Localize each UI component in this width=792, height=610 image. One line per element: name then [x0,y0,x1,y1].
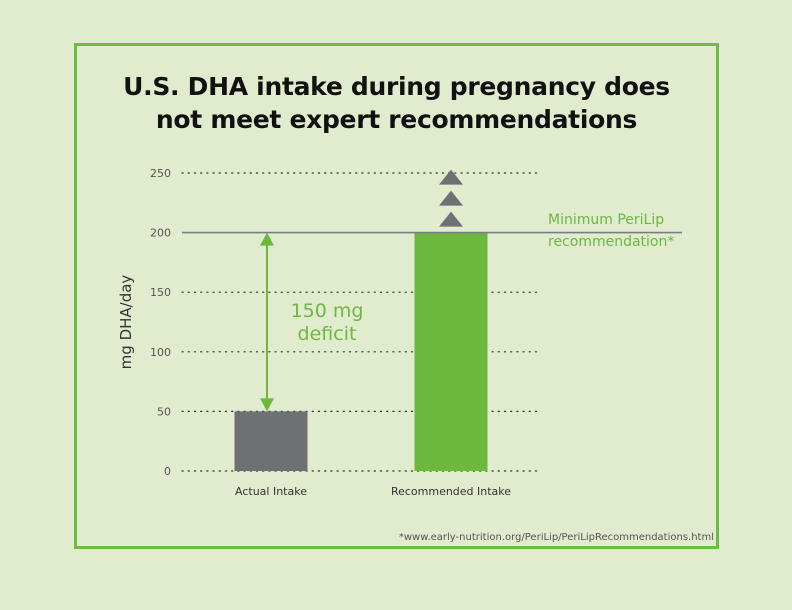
chart-frame [74,43,719,549]
y-tick-label: 100 [150,346,171,359]
reference-line-label: recommendation* [548,234,674,250]
arrow-down-head-icon [260,398,274,412]
y-tick-label: 50 [157,405,171,418]
reference-line-label: Minimum PeriLip [548,212,664,228]
y-tick-label: 0 [164,465,171,478]
x-tick-label: Recommended Intake [391,485,511,498]
y-tick-label: 150 [150,286,171,299]
bar-actual-intake [234,411,308,471]
up-arrow-icon [439,211,463,227]
deficit-annotation: 150 mg [291,300,364,322]
y-axis-label: mg DHA/day [117,275,135,370]
y-tick-label: 200 [150,227,171,240]
chart-title-line-2: not meet expert recommendations [155,105,638,134]
up-arrow-icon [439,190,463,206]
bar-recommended-intake [414,232,488,471]
chart-title-line-1: U.S. DHA intake during pregnancy does [123,72,670,101]
up-arrow-icon [439,169,463,185]
x-tick-label: Actual Intake [235,485,307,498]
chart-title: U.S. DHA intake during pregnancy does no… [74,70,719,136]
deficit-annotation: deficit [298,323,357,345]
source-footnote: *www.early-nutrition.org/PeriLip/PeriLip… [398,532,714,543]
y-tick-label: 250 [150,167,171,180]
arrow-up-head-icon [260,232,274,246]
